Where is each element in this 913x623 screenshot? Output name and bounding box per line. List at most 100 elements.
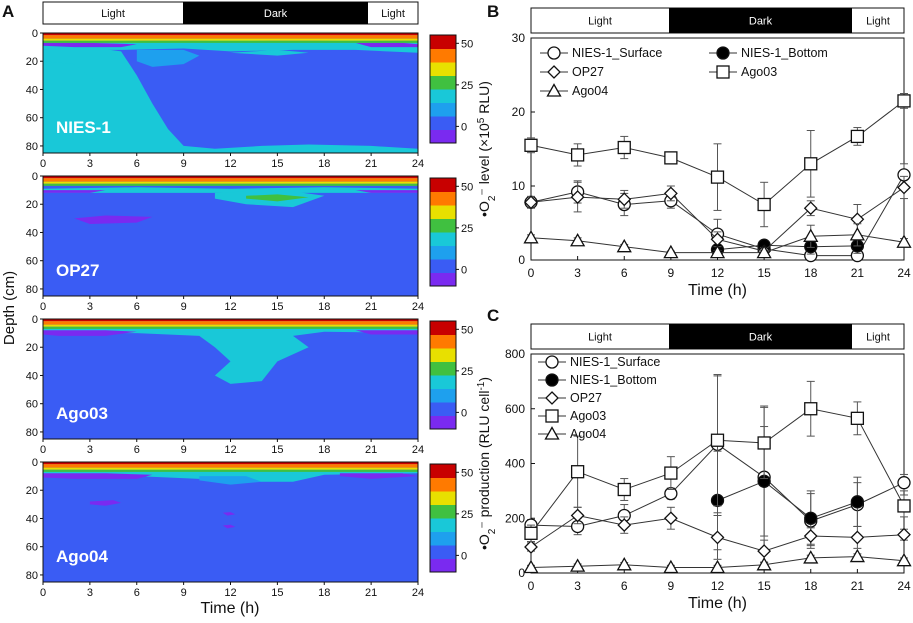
- data-point-square: [710, 433, 725, 447]
- a-x-axis-label: Time (h): [201, 600, 260, 617]
- y-tick-label: 0: [518, 253, 525, 267]
- colorbar-segment: [430, 272, 456, 287]
- data-point-triangle: [616, 238, 632, 253]
- x-tick-label: 24: [412, 444, 424, 456]
- x-tick-label: 3: [87, 587, 93, 599]
- heatmap-contour-region: [355, 330, 418, 335]
- heatmap-surface-band: [43, 176, 418, 179]
- heatmap-surface-band: [43, 181, 418, 184]
- colorbar-segment: [430, 334, 456, 349]
- series-ago03: [524, 93, 911, 228]
- a-lightdark-bar: Light Dark Light: [42, 1, 419, 25]
- x-tick-label: 18: [804, 579, 818, 593]
- y-axis-label-part: 2: [487, 528, 498, 534]
- heatmap-surface-band: [43, 178, 418, 182]
- data-point-triangle: [803, 228, 819, 242]
- x-tick-label: 21: [851, 579, 865, 593]
- data-point-circle-filled: [716, 46, 730, 60]
- c-bar-light-label: Light: [588, 332, 612, 344]
- data-point-triangle: [523, 229, 539, 244]
- x-tick-label: 24: [897, 579, 911, 593]
- heatmap-surface-band: [43, 326, 418, 329]
- colorbar-tick-label: 25: [461, 223, 473, 235]
- b-bar-dark: [669, 8, 852, 33]
- legend-label: NIES-1_Bottom: [570, 373, 657, 387]
- colorbar-frame: [429, 34, 457, 144]
- heatmap-series-label: NIES-1: [56, 118, 111, 137]
- x-tick-label: 18: [318, 158, 330, 170]
- heatmap-contour-region: [43, 40, 418, 53]
- x-tick-label: 6: [621, 579, 628, 593]
- data-point-circle-open: [897, 476, 911, 490]
- colorbar-tick-label: 25: [461, 366, 473, 378]
- a-bar-light-label-2: Light: [381, 8, 405, 20]
- c-lightdark-bar: Light Dark Light: [530, 323, 905, 350]
- data-point-square: [664, 466, 678, 480]
- heatmap-surface-band: [43, 40, 418, 43]
- heatmap-surface-band: [43, 464, 418, 468]
- c-line-chart: 0 3 6 9 12 15 18 21 24 0 200 400 600 800 NIES-1_Surfac…: [476, 347, 912, 612]
- y-axis-label-part: 2: [487, 195, 498, 201]
- data-point-square: [617, 140, 631, 155]
- colorbar-segment: [430, 491, 456, 505]
- colorbar-tick-label: 50: [461, 324, 473, 336]
- heatmap-series-label: OP27: [56, 261, 99, 280]
- y-tick-label: 60: [26, 256, 38, 268]
- x-tick-label: 18: [318, 587, 330, 599]
- data-point-triangle: [709, 244, 726, 259]
- colorbar-segment: [430, 361, 456, 376]
- heatmap-surface-band: [43, 183, 418, 186]
- series-op27: [524, 506, 911, 563]
- y-tick-label: 20: [26, 342, 38, 354]
- series-line: [717, 480, 858, 519]
- y-axis-label-part: •O: [476, 201, 492, 217]
- heatmap-contour-region: [74, 215, 153, 224]
- colorbar-segment: [430, 464, 456, 478]
- x-tick-label: 15: [271, 301, 283, 313]
- data-point-square: [710, 170, 725, 184]
- colorbar-tick-label: 50: [461, 38, 473, 50]
- data-point-square: [897, 499, 911, 513]
- legend-label: NIES-1_Surface: [572, 46, 662, 60]
- colorbar-tick-label: 25: [461, 509, 473, 521]
- data-point-triangle: [570, 232, 586, 247]
- data-point-square: [570, 148, 585, 162]
- series-nies-1-bottom: [710, 426, 865, 551]
- heatmap-contour-region: [355, 190, 418, 193]
- data-point-square: [570, 465, 585, 479]
- colorbar-segment: [430, 218, 456, 233]
- data-point-triangle: [803, 550, 819, 564]
- y-tick-label: 200: [505, 511, 525, 525]
- y-tick-label: 0: [32, 28, 38, 40]
- y-axis-label-part: -1: [476, 381, 487, 390]
- x-tick-label: 15: [271, 158, 283, 170]
- y-tick-label: 10: [512, 179, 526, 193]
- x-tick-label: 24: [897, 266, 911, 280]
- data-point-triangle: [756, 556, 772, 571]
- y-tick-label: 0: [32, 171, 38, 183]
- a-bar-dark: [183, 2, 368, 24]
- x-tick-label: 21: [365, 587, 377, 599]
- colorbar-segment: [430, 321, 456, 335]
- colorbar-segment: [430, 102, 456, 117]
- x-tick-label: 24: [412, 158, 424, 170]
- colorbar-tick-label: 0: [461, 407, 467, 419]
- y-tick-label: 30: [512, 31, 526, 45]
- series-ago03: [524, 374, 911, 543]
- x-tick-label: 9: [181, 444, 187, 456]
- x-tick-label: 18: [318, 301, 330, 313]
- x-tick-label: 6: [134, 301, 140, 313]
- colorbar-segment: [430, 545, 456, 559]
- heatmap-contour-region: [355, 42, 418, 48]
- heatmap-contour-region: [43, 330, 137, 336]
- x-tick-label: 0: [40, 587, 46, 599]
- x-tick-label: 21: [851, 266, 865, 280]
- y-tick-label: 40: [26, 370, 38, 382]
- data-point-square: [617, 482, 631, 497]
- data-point-diamond: [710, 530, 725, 545]
- y-tick-label: 400: [505, 457, 525, 471]
- x-tick-label: 12: [224, 587, 236, 599]
